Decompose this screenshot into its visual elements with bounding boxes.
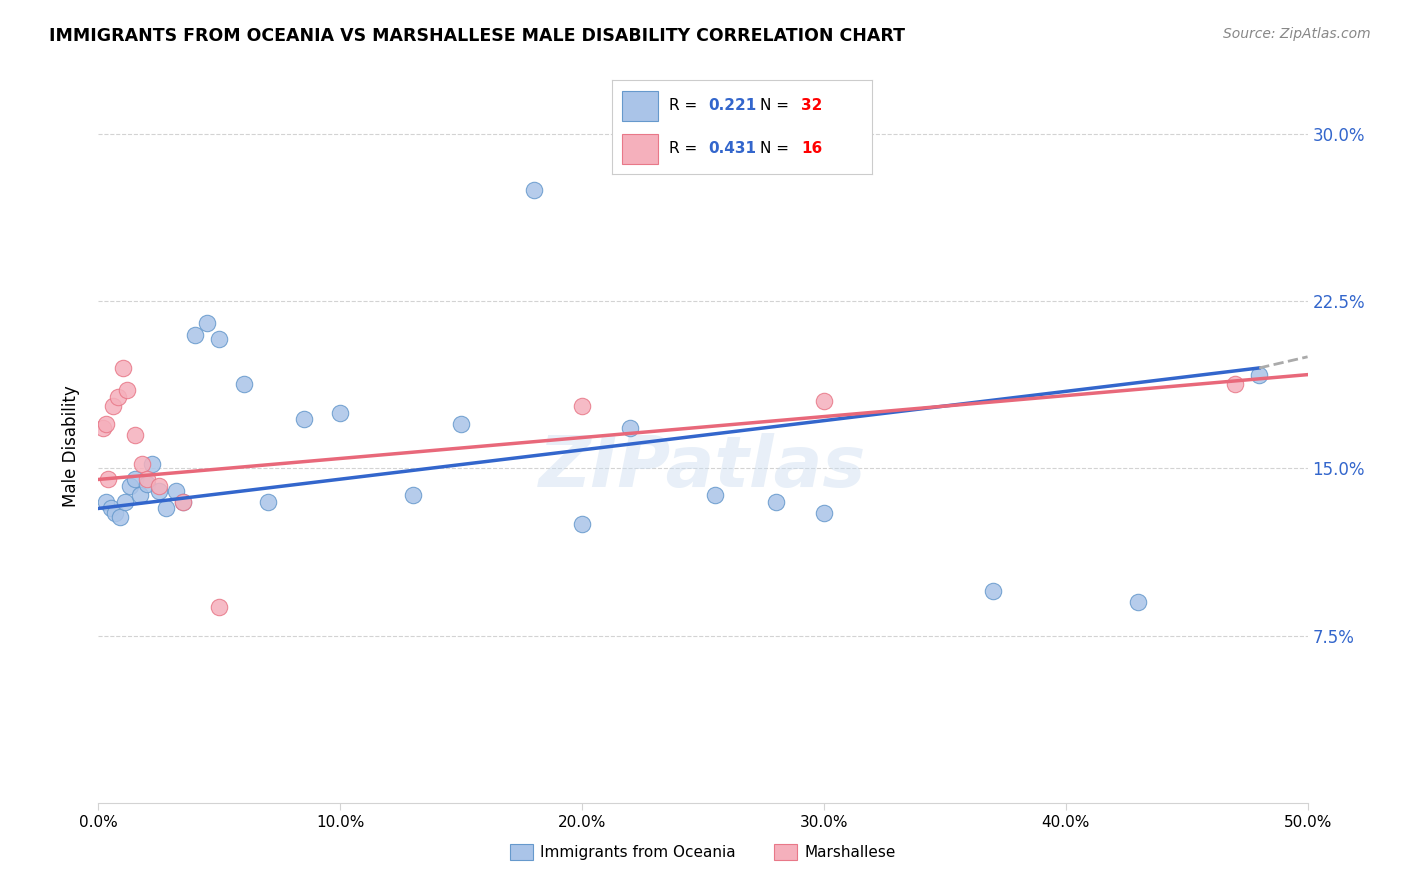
Point — [571, 516, 593, 531]
FancyBboxPatch shape — [621, 91, 658, 120]
Point — [148, 479, 170, 493]
Point — [94, 494, 117, 508]
Point — [118, 479, 141, 493]
Point — [107, 390, 129, 404]
Point — [208, 599, 231, 614]
Text: Source: ZipAtlas.com: Source: ZipAtlas.com — [1223, 27, 1371, 41]
Point — [704, 488, 727, 502]
Text: 32: 32 — [801, 98, 823, 113]
Point — [135, 476, 157, 491]
Point — [172, 494, 194, 508]
Point — [1223, 376, 1246, 391]
Text: 0.431: 0.431 — [707, 141, 756, 156]
Point — [619, 421, 641, 435]
Point — [101, 399, 124, 413]
Point — [131, 457, 153, 471]
Point — [329, 405, 352, 419]
Point — [100, 501, 122, 516]
Point — [111, 360, 134, 375]
Text: IMMIGRANTS FROM OCEANIA VS MARSHALLESE MALE DISABILITY CORRELATION CHART: IMMIGRANTS FROM OCEANIA VS MARSHALLESE M… — [49, 27, 905, 45]
Point — [124, 472, 146, 486]
Point — [141, 457, 163, 471]
Point — [94, 417, 117, 431]
Point — [184, 327, 207, 342]
Point — [108, 510, 131, 524]
Text: N =: N = — [759, 141, 794, 156]
Point — [128, 488, 150, 502]
Text: 0.221: 0.221 — [707, 98, 756, 113]
Text: R =: R = — [669, 98, 702, 113]
Point — [292, 412, 315, 426]
Point — [172, 494, 194, 508]
Point — [981, 583, 1004, 598]
Point — [571, 399, 593, 413]
Point — [256, 494, 278, 508]
Point — [765, 494, 787, 508]
Point — [813, 506, 835, 520]
Point — [523, 182, 546, 196]
Point — [232, 376, 254, 391]
Point — [114, 494, 136, 508]
Point — [155, 501, 177, 516]
Legend: Immigrants from Oceania, Marshallese: Immigrants from Oceania, Marshallese — [503, 838, 903, 866]
Point — [813, 394, 835, 409]
Point — [117, 384, 139, 398]
Text: N =: N = — [759, 98, 794, 113]
FancyBboxPatch shape — [621, 134, 658, 163]
Point — [1249, 368, 1271, 382]
Point — [91, 421, 114, 435]
Point — [1128, 595, 1150, 609]
Point — [135, 472, 157, 486]
Text: 16: 16 — [801, 141, 823, 156]
Point — [165, 483, 187, 498]
Point — [148, 483, 170, 498]
Point — [450, 417, 472, 431]
Point — [124, 427, 146, 442]
Point — [402, 488, 425, 502]
Text: ZIPatlas: ZIPatlas — [540, 433, 866, 502]
Point — [97, 472, 120, 486]
Text: R =: R = — [669, 141, 702, 156]
Point — [104, 506, 127, 520]
Point — [195, 316, 218, 330]
Y-axis label: Male Disability: Male Disability — [62, 385, 80, 507]
Point — [208, 332, 231, 346]
